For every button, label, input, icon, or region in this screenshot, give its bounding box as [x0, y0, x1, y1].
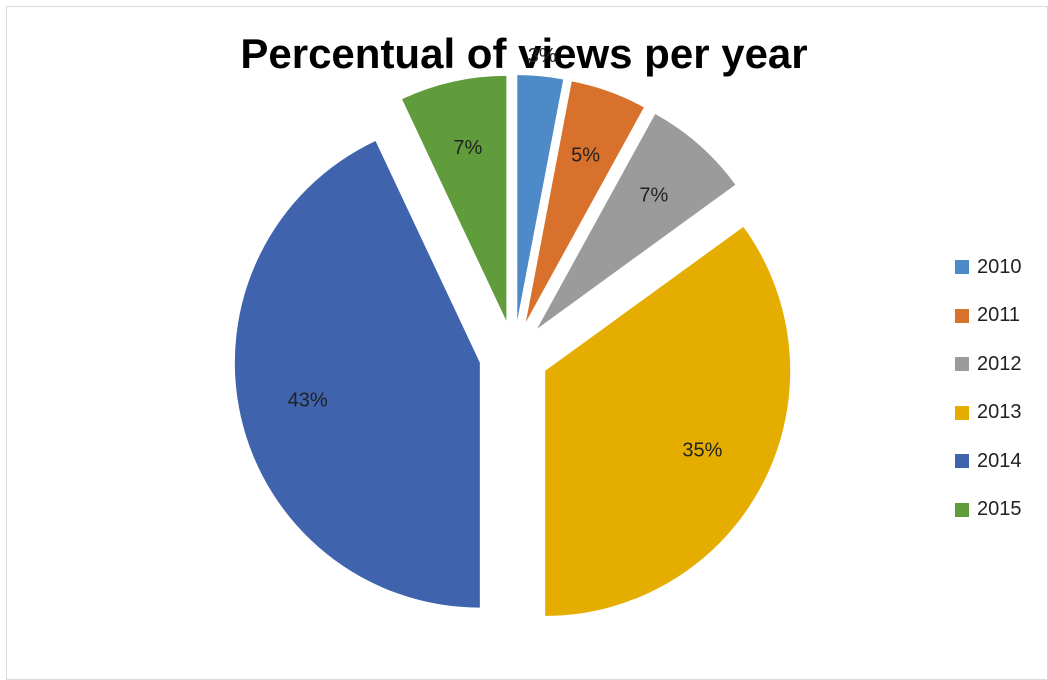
legend-label: 2011: [977, 304, 1021, 326]
legend-item-2014: 2014: [955, 449, 1022, 473]
legend-label: 2014: [977, 449, 1022, 472]
data-label-2013: 35%: [682, 439, 722, 461]
legend-item-2015: 2015: [955, 498, 1022, 522]
legend: 2010 2011 2012 2013 2014 2015: [955, 255, 1022, 546]
data-label-2014: 43%: [288, 389, 328, 411]
legend-label: 2012: [977, 352, 1022, 375]
pie-slice-2012: [537, 114, 736, 329]
data-label-2015: 7%: [453, 137, 482, 159]
legend-item-2011: 2011: [955, 304, 1022, 328]
legend-swatch: [955, 454, 969, 468]
legend-swatch: [955, 405, 969, 420]
legend-item-2010: 2010: [955, 255, 1022, 279]
pie-slice-2014: [234, 140, 480, 608]
data-label-2011: 5%: [571, 144, 600, 166]
legend-swatch: [955, 260, 969, 274]
legend-swatch: [955, 502, 969, 517]
pie-slice-2013: [545, 226, 791, 616]
legend-swatch: [955, 308, 969, 323]
data-label-2012: 7%: [639, 185, 668, 207]
legend-item-2013: 2013: [955, 401, 1022, 425]
legend-label: 2013: [977, 401, 1022, 423]
data-label-2010: 3%: [528, 45, 557, 67]
legend-item-2012: 2012: [955, 352, 1022, 376]
pie-slice-2011: [525, 81, 644, 323]
pie-slice-2010: [517, 75, 564, 321]
legend-label: 2010: [977, 255, 1022, 278]
chart-title: Percentual of views per year: [240, 30, 808, 77]
legend-label: 2015: [977, 498, 1022, 520]
legend-swatch: [955, 357, 969, 371]
pie-slice-2015: [402, 75, 507, 321]
